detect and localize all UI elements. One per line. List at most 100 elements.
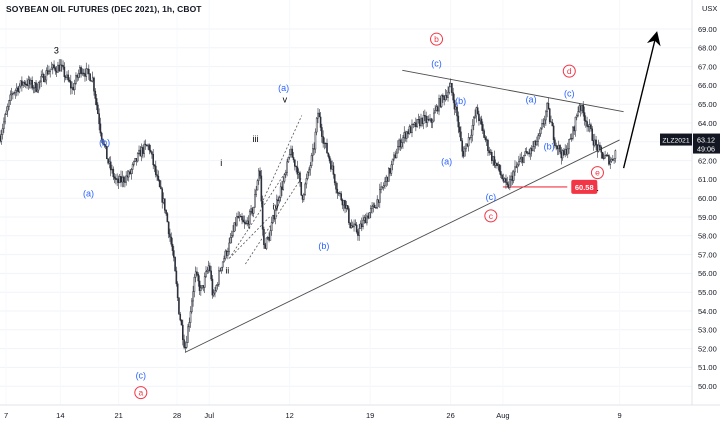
candle-body (582, 105, 585, 113)
candle-body (393, 154, 395, 160)
candle-body (106, 146, 108, 160)
candle-body (518, 161, 520, 166)
candle-body (398, 139, 400, 147)
candle-body (229, 237, 232, 244)
price-tick-label: 55.00 (698, 288, 717, 297)
diagonal-channel-line (261, 115, 303, 205)
candle-body (313, 148, 315, 150)
candle-body (300, 182, 303, 196)
candle-body (363, 217, 366, 221)
candle-body (481, 124, 484, 131)
candle-body (85, 68, 88, 77)
candle-body (225, 250, 228, 256)
candle-body (445, 95, 448, 98)
candle-body (62, 65, 64, 68)
candle-body (599, 144, 601, 148)
candle-body (349, 222, 351, 229)
candle-body (55, 70, 58, 73)
candle-body (67, 74, 70, 81)
candle-body (523, 154, 525, 163)
candle-body (436, 106, 439, 112)
price-tick-label: 67.00 (698, 62, 717, 71)
candle-body (77, 72, 80, 78)
candle-body (403, 132, 406, 139)
wave-label: e (595, 168, 600, 178)
candle-body (133, 161, 135, 165)
candle-body (500, 171, 502, 176)
candle-body (563, 150, 565, 155)
candle-body (497, 164, 500, 166)
candle-body (429, 118, 431, 121)
wave-label: (c) (486, 192, 497, 202)
candle-body (230, 235, 233, 238)
candle-body (234, 222, 237, 226)
candle-body (124, 181, 126, 183)
candle-body (0, 135, 1, 142)
candle-body (485, 139, 488, 141)
candle-body (122, 176, 125, 183)
candle-body (373, 204, 376, 209)
candle-body (600, 146, 603, 153)
candle-body (421, 117, 424, 124)
candle-body (160, 186, 162, 190)
candle-body (111, 168, 113, 171)
lower-support-line (184, 139, 620, 353)
candle-body (49, 69, 52, 72)
candle-body (556, 145, 559, 150)
candle-body (68, 79, 71, 82)
wave-label: iv (272, 201, 279, 211)
candle-body (408, 126, 411, 135)
candle-body (484, 137, 487, 140)
candle-body (339, 192, 341, 194)
candles (0, 59, 617, 353)
candle-body (70, 81, 72, 89)
candle-body (474, 115, 476, 118)
candle-body (388, 168, 390, 182)
candle-body (378, 189, 381, 203)
wave-label-circle (590, 166, 604, 180)
time-axis[interactable]: 7 14 21 28 Jul 12 19 26 Aug 9 (4, 411, 622, 420)
candle-body (198, 280, 201, 291)
candle-body (121, 176, 124, 183)
chart-title: SOYBEAN OIL FUTURES (DEC 2021), 1h, CBOT (6, 4, 202, 14)
candle-body (560, 151, 563, 159)
candle-body (219, 270, 221, 272)
candle-body (174, 257, 176, 272)
candle-body (475, 107, 478, 117)
candle-body (165, 209, 167, 214)
candle-body (372, 204, 375, 207)
candle-body (97, 104, 99, 114)
candle-body (207, 265, 210, 271)
candle-body (577, 111, 579, 116)
price-tick-label: 56.00 (698, 269, 717, 278)
wave-label: b (434, 34, 439, 44)
candle-body (176, 283, 179, 299)
candle-body (58, 64, 61, 72)
candle-body (360, 223, 363, 227)
candle-body (228, 242, 230, 252)
candle-body (591, 128, 594, 141)
candle-body (22, 82, 24, 86)
candle-body (492, 156, 494, 161)
candle-body (342, 200, 345, 206)
wave-label-circle (484, 209, 498, 223)
candle-body (117, 178, 120, 183)
candle-body (375, 207, 377, 209)
candle-body (179, 313, 182, 321)
candle-body (13, 92, 15, 94)
candle-body (595, 139, 597, 146)
price-axis[interactable]: 69.0068.0067.0066.0065.0064.0063.0062.00… (698, 4, 717, 391)
candle-body (113, 176, 116, 179)
candle-body (48, 71, 50, 75)
candle-body (51, 64, 54, 69)
candle-body (299, 172, 301, 183)
candle-body (265, 237, 268, 249)
candle-body (158, 180, 161, 187)
candle-body (201, 285, 203, 289)
candle-body (45, 70, 48, 81)
candle-body (472, 117, 475, 126)
candle-body (99, 123, 102, 134)
candle-body (385, 176, 388, 182)
